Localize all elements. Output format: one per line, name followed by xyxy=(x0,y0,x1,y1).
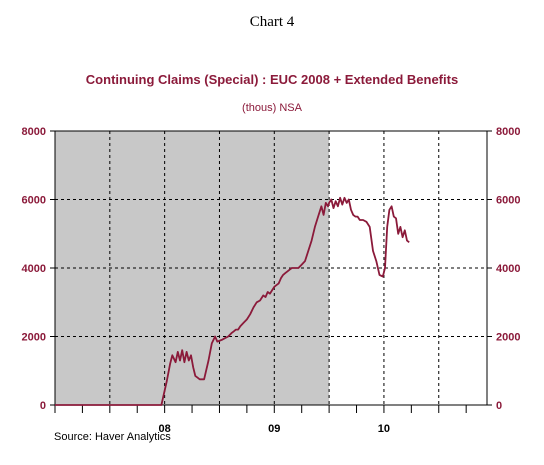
y-tick-label-right: 6000 xyxy=(496,195,520,207)
x-tick-label: 09 xyxy=(268,423,280,435)
chart-subtitle: (thous) NSA xyxy=(242,102,303,114)
plot-area: 0 0 2000 2000 4000 4000 6000 6000 8000 8000 08 09 10 xyxy=(22,126,521,435)
y-tick-label-left: 6000 xyxy=(22,195,46,207)
y-tick-label-right: 4000 xyxy=(496,263,520,275)
chart-label: Chart 4 xyxy=(250,14,295,30)
x-tick-label: 10 xyxy=(378,423,390,435)
chart-title: Continuing Claims (Special) : EUC 2008 +… xyxy=(86,72,458,87)
y-tick-label-left: 8000 xyxy=(22,126,46,138)
y-tick-label-left: 4000 xyxy=(22,263,46,275)
y-tick-label-right: 8000 xyxy=(496,126,520,138)
y-tick-label-left: 0 xyxy=(40,400,46,412)
y-tick-label-left: 2000 xyxy=(22,332,46,344)
series-line xyxy=(55,196,410,406)
y-tick-label-right: 0 xyxy=(496,400,502,412)
x-tick-label: 08 xyxy=(159,423,171,435)
y-tick-label-right: 2000 xyxy=(496,332,520,344)
source-note: Source: Haver Analytics xyxy=(54,431,171,443)
